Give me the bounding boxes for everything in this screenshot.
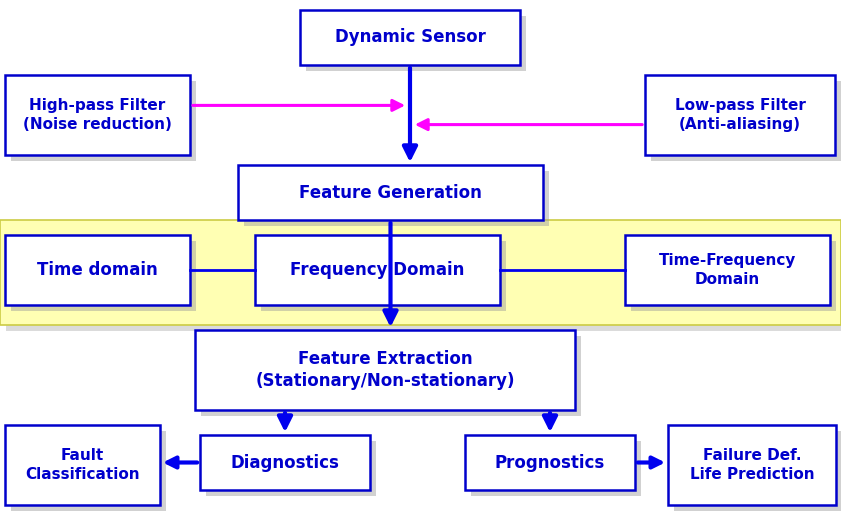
FancyBboxPatch shape [6, 226, 841, 331]
Text: Feature Generation: Feature Generation [299, 183, 482, 202]
Text: Feature Extraction
(Stationary/Non-stationary): Feature Extraction (Stationary/Non-stati… [256, 350, 515, 390]
Text: Dynamic Sensor: Dynamic Sensor [335, 29, 485, 46]
FancyBboxPatch shape [631, 241, 836, 311]
FancyBboxPatch shape [206, 441, 376, 496]
FancyBboxPatch shape [11, 81, 196, 161]
FancyBboxPatch shape [674, 431, 841, 511]
FancyBboxPatch shape [300, 10, 520, 65]
FancyBboxPatch shape [471, 441, 641, 496]
FancyBboxPatch shape [651, 81, 841, 161]
FancyBboxPatch shape [238, 165, 543, 220]
FancyBboxPatch shape [0, 220, 841, 325]
Text: Time domain: Time domain [37, 261, 158, 279]
Text: Time-Frequency
Domain: Time-Frequency Domain [659, 253, 796, 287]
Text: High-pass Filter
(Noise reduction): High-pass Filter (Noise reduction) [23, 98, 172, 132]
FancyBboxPatch shape [306, 16, 526, 71]
FancyBboxPatch shape [625, 235, 830, 305]
FancyBboxPatch shape [201, 336, 581, 416]
FancyBboxPatch shape [200, 435, 370, 490]
FancyBboxPatch shape [465, 435, 635, 490]
FancyBboxPatch shape [255, 235, 500, 305]
Text: Failure Def.
Life Prediction: Failure Def. Life Prediction [690, 448, 814, 482]
FancyBboxPatch shape [668, 425, 836, 505]
Text: Frequency Domain: Frequency Domain [290, 261, 465, 279]
Text: Fault
Classification: Fault Classification [25, 448, 140, 482]
FancyBboxPatch shape [261, 241, 506, 311]
FancyBboxPatch shape [645, 75, 835, 155]
FancyBboxPatch shape [244, 171, 549, 226]
FancyBboxPatch shape [195, 330, 575, 410]
Text: Prognostics: Prognostics [495, 453, 606, 472]
FancyBboxPatch shape [5, 75, 190, 155]
FancyBboxPatch shape [5, 425, 160, 505]
FancyBboxPatch shape [5, 235, 190, 305]
Text: Diagnostics: Diagnostics [230, 453, 340, 472]
FancyBboxPatch shape [11, 241, 196, 311]
Text: Low-pass Filter
(Anti-aliasing): Low-pass Filter (Anti-aliasing) [674, 98, 806, 132]
FancyBboxPatch shape [11, 431, 166, 511]
